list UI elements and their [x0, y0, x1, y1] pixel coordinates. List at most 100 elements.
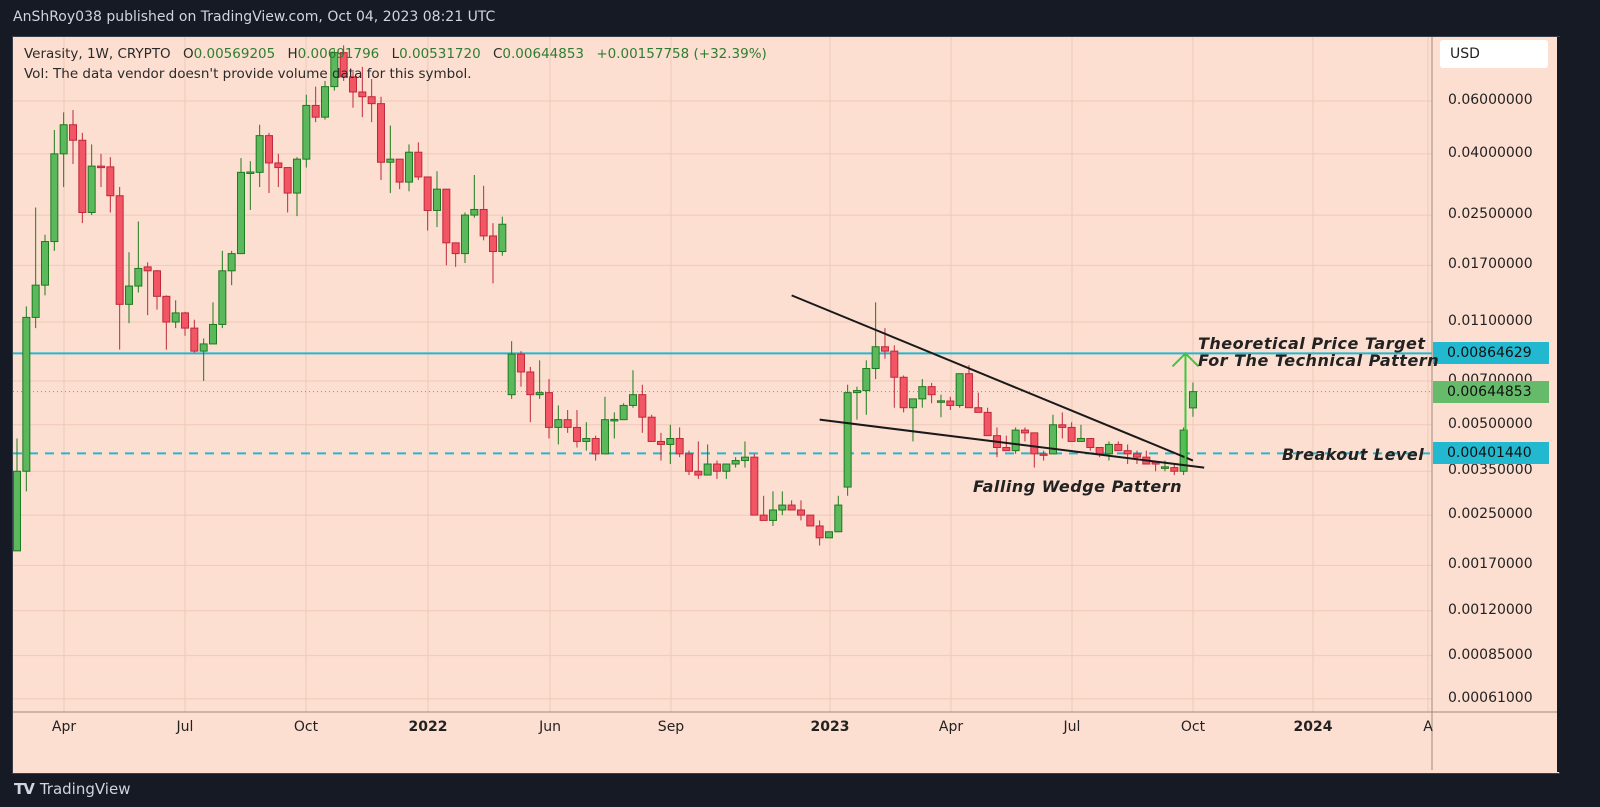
candle-up[interactable] [292, 158, 301, 194]
candle-down[interactable] [274, 162, 283, 169]
candle-up[interactable] [1160, 466, 1169, 469]
candle-down[interactable] [946, 400, 955, 406]
candle-up[interactable] [124, 285, 133, 305]
candle-down[interactable] [684, 453, 693, 472]
candle-down[interactable] [190, 327, 199, 352]
candle-up[interactable] [1104, 443, 1113, 455]
candle-up[interactable] [87, 165, 96, 213]
candle-down[interactable] [563, 419, 572, 428]
candle-down[interactable] [815, 525, 824, 539]
candle-down[interactable] [1039, 453, 1048, 456]
candle-down[interactable] [1067, 426, 1076, 442]
candle-up[interactable] [432, 188, 441, 211]
candle-up[interactable] [843, 392, 852, 488]
candle-up[interactable] [666, 438, 675, 445]
candle-up[interactable] [824, 531, 833, 539]
candle-down[interactable] [750, 456, 759, 516]
candle-down[interactable] [152, 270, 161, 297]
candle-up[interactable] [600, 419, 609, 455]
candle-down[interactable] [78, 139, 87, 213]
candle-down[interactable] [311, 104, 320, 118]
candle-up[interactable] [59, 124, 68, 155]
candle-up[interactable] [134, 267, 143, 287]
candle-down[interactable] [656, 440, 665, 445]
candle-down[interactable] [983, 411, 992, 437]
candle-down[interactable] [647, 416, 656, 442]
candle-down[interactable] [974, 407, 983, 413]
candle-down[interactable] [638, 394, 647, 418]
candle-up[interactable] [22, 316, 31, 472]
tradingview-logo[interactable]: TV TradingView [14, 780, 130, 798]
candle-up[interactable] [208, 323, 217, 345]
candle-up[interactable] [320, 86, 329, 118]
candle-up[interactable] [703, 463, 712, 476]
candle-down[interactable] [1123, 450, 1132, 455]
candle-down[interactable] [1170, 467, 1179, 472]
candle-up[interactable] [852, 390, 861, 394]
candle-down[interactable] [488, 235, 497, 253]
candle-up[interactable] [498, 223, 507, 253]
candle-down[interactable] [1030, 432, 1039, 455]
candle-up[interactable] [834, 504, 843, 533]
candle-down[interactable] [339, 52, 348, 78]
candle-down[interactable] [806, 514, 815, 527]
candle-down[interactable] [283, 167, 292, 194]
candle-down[interactable] [899, 376, 908, 409]
candle-down[interactable] [572, 426, 581, 442]
candle-up[interactable] [1011, 429, 1020, 452]
candle-up[interactable] [535, 392, 544, 396]
candle-down[interactable] [675, 438, 684, 455]
candle-up[interactable] [470, 208, 479, 216]
candle-down[interactable] [1114, 443, 1123, 452]
candle-up[interactable] [722, 463, 731, 472]
candle-up[interactable] [199, 343, 208, 352]
candle-up[interactable] [236, 171, 245, 255]
candle-down[interactable] [68, 124, 77, 141]
candle-down[interactable] [367, 96, 376, 105]
candle-up[interactable] [40, 241, 49, 286]
candle-down[interactable] [1095, 447, 1104, 455]
candle-up[interactable] [386, 158, 395, 163]
candle-up[interactable] [918, 386, 927, 400]
candle-down[interactable] [712, 463, 721, 472]
candle-down[interactable] [759, 514, 768, 521]
candle-up[interactable] [582, 438, 591, 442]
candle-up[interactable] [50, 153, 59, 243]
candle-up[interactable] [1179, 429, 1188, 472]
symbol-name[interactable]: Verasity, 1W, CRYPTO [24, 46, 171, 62]
candle-down[interactable] [890, 350, 899, 378]
candle-up[interactable] [908, 398, 917, 409]
candle-up[interactable] [554, 419, 563, 428]
candle-up[interactable] [31, 284, 40, 318]
candle-down[interactable] [414, 151, 423, 178]
candle-down[interactable] [96, 165, 105, 169]
candle-up[interactable] [955, 373, 964, 406]
candle-down[interactable] [479, 208, 488, 237]
candle-down[interactable] [964, 373, 973, 409]
candle-up[interactable] [13, 470, 21, 552]
candle-up[interactable] [768, 509, 777, 521]
candle-down[interactable] [787, 504, 796, 511]
candle-down[interactable] [264, 135, 273, 164]
candle-up[interactable] [218, 270, 227, 325]
candle-up[interactable] [778, 504, 787, 511]
candle-up[interactable] [404, 151, 413, 183]
candle-down[interactable] [526, 371, 535, 396]
candle-down[interactable] [927, 386, 936, 396]
candle-down[interactable] [451, 242, 460, 255]
candle-down[interactable] [544, 392, 553, 428]
candle-up[interactable] [302, 104, 311, 160]
candle-down[interactable] [162, 295, 171, 323]
candle-down[interactable] [694, 470, 703, 476]
candle-down[interactable] [1020, 429, 1029, 434]
candle-down[interactable] [1058, 424, 1067, 428]
candle-down[interactable] [442, 188, 451, 244]
candle-up[interactable] [1076, 438, 1085, 442]
candle-up[interactable] [1188, 391, 1197, 409]
candle-up[interactable] [1048, 424, 1057, 455]
candle-up[interactable] [507, 353, 516, 396]
candle-down[interactable] [1086, 438, 1095, 449]
candle-up[interactable] [740, 456, 749, 462]
candle-up[interactable] [936, 400, 945, 403]
